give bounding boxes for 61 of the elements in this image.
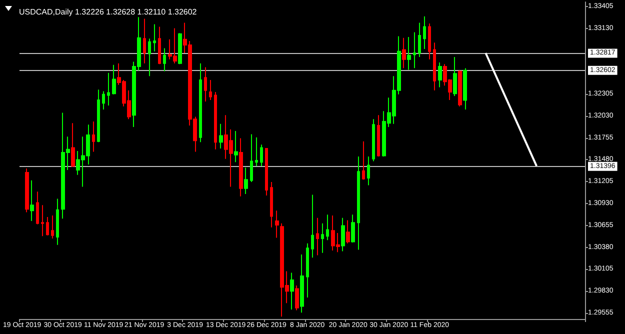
candlestick [163,48,166,72]
candlestick [250,134,253,183]
candlestick [199,62,202,143]
candlestick [97,89,100,143]
text: USDCAD,Daily 1.32226 1.32628 1.32110 1.32602 [19,8,198,16]
candlestick [148,38,151,77]
candlestick [372,118,375,162]
candlestick [316,217,319,256]
candlestick [46,216,49,236]
candlestick [413,32,416,69]
candlestick [244,167,248,194]
candlestick [56,198,59,246]
candlestick [102,90,105,110]
candlestick [153,24,156,52]
candlestick [311,194,314,258]
candlestick [428,23,431,60]
candlestick [209,80,212,100]
candlestick [30,180,34,222]
candlestick [423,16,426,50]
candlestick [178,32,182,65]
candlestick [458,70,462,107]
candlestick [219,123,223,150]
candlestick [234,130,238,163]
candlestick [25,168,29,213]
candlestick [321,222,324,254]
candlestick [453,56,457,96]
candlestick [357,156,360,250]
candlestick [326,214,329,241]
candlestick [300,254,304,314]
candlestick [270,182,273,228]
candlestick [255,136,258,167]
candlestick [407,36,411,70]
candlestick [341,217,345,252]
candlestick [438,62,442,88]
candlestick [71,122,75,168]
candlestick [265,148,268,196]
candlestick [41,204,44,237]
candlestick [92,120,95,152]
candlestick [158,26,161,65]
candlestick [112,64,116,95]
candlestick [214,92,217,150]
candlestick [295,285,299,311]
candlestick [362,140,365,180]
candlestick [463,68,467,110]
candlestick [275,210,279,238]
candlestick [351,214,355,244]
candlestick [107,72,110,106]
candlestick [51,214,54,240]
candlestick [36,191,39,225]
candlestick [239,138,243,197]
candlestick [433,42,436,91]
candlestick [377,114,380,158]
candlestick [290,272,294,310]
candlestick [402,37,406,69]
candlestick [367,156,370,186]
candlestick [260,144,263,167]
candlestick [418,22,421,58]
candlestick [346,220,350,244]
candlestick [143,18,146,64]
candlestick [204,66,207,102]
candlestick [306,242,309,298]
